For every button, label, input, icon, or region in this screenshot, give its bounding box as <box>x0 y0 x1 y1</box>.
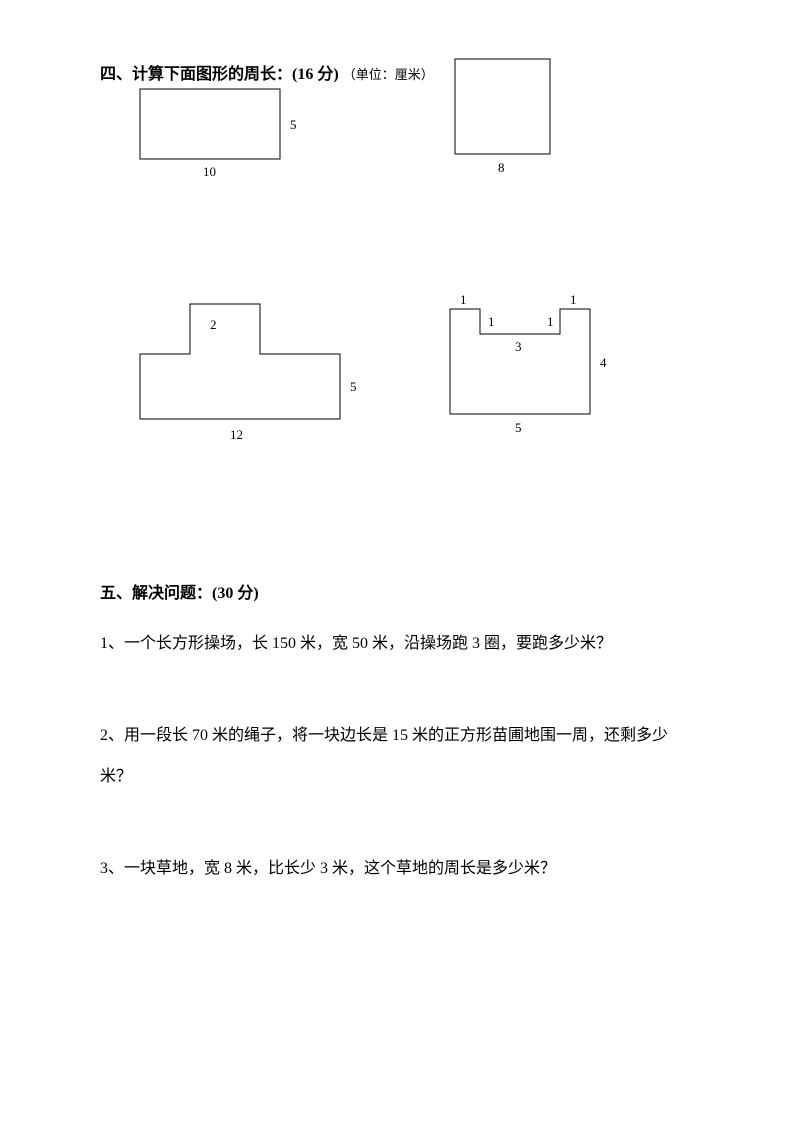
ushape-label-4: 4 <box>600 355 607 370</box>
section4-title: 四、计算下面图形的周长：(16 分) （单位：厘米） <box>100 60 693 84</box>
ushape-label-1il: 1 <box>488 314 495 329</box>
shape-ushape: 1 1 1 1 3 4 5 <box>430 289 680 479</box>
ushape-label-5: 5 <box>515 420 522 435</box>
ushape-label-1tr: 1 <box>570 292 577 307</box>
shape-rectangle: 5 10 <box>135 84 315 204</box>
shape-square: 8 <box>450 54 590 194</box>
tshape-label-12: 12 <box>230 427 243 442</box>
ushape-label-1tl: 1 <box>460 292 467 307</box>
ushape-label-3: 3 <box>515 339 522 354</box>
shape-tshape: 2 5 12 <box>130 299 380 479</box>
page-content: 四、计算下面图形的周长：(16 分) （单位：厘米） 5 10 8 2 5 12 <box>0 0 793 999</box>
shapes-row1: 5 10 8 <box>100 89 693 239</box>
rect-width-label: 10 <box>203 164 216 179</box>
rect-height-label: 5 <box>290 117 297 132</box>
section5-title: 五、解决问题：(30 分) <box>100 579 693 603</box>
problem-3: 3、一块草地，宽 8 米，比长少 3 米，这个草地的周长是多少米？ <box>100 848 693 890</box>
shapes-row2: 2 5 12 1 1 1 1 3 4 5 <box>100 299 693 479</box>
section4-title-prefix: 四、计算下面图形的周长： <box>100 66 292 83</box>
square-side-label: 8 <box>498 160 505 175</box>
section4-unit: （单位：厘米） <box>343 67 434 82</box>
tshape-label-5: 5 <box>350 379 357 394</box>
ushape-label-1ir: 1 <box>547 314 554 329</box>
section4-points: (16 分) <box>292 66 339 83</box>
problem-1: 1、一个长方形操场，长 150 米，宽 50 米，沿操场跑 3 圈，要跑多少米？ <box>100 623 693 665</box>
tshape-label-2: 2 <box>210 317 217 332</box>
problem-2: 2、用一段长 70 米的绳子，将一块边长是 15 米的正方形苗圃地围一周，还剩多… <box>100 715 693 798</box>
